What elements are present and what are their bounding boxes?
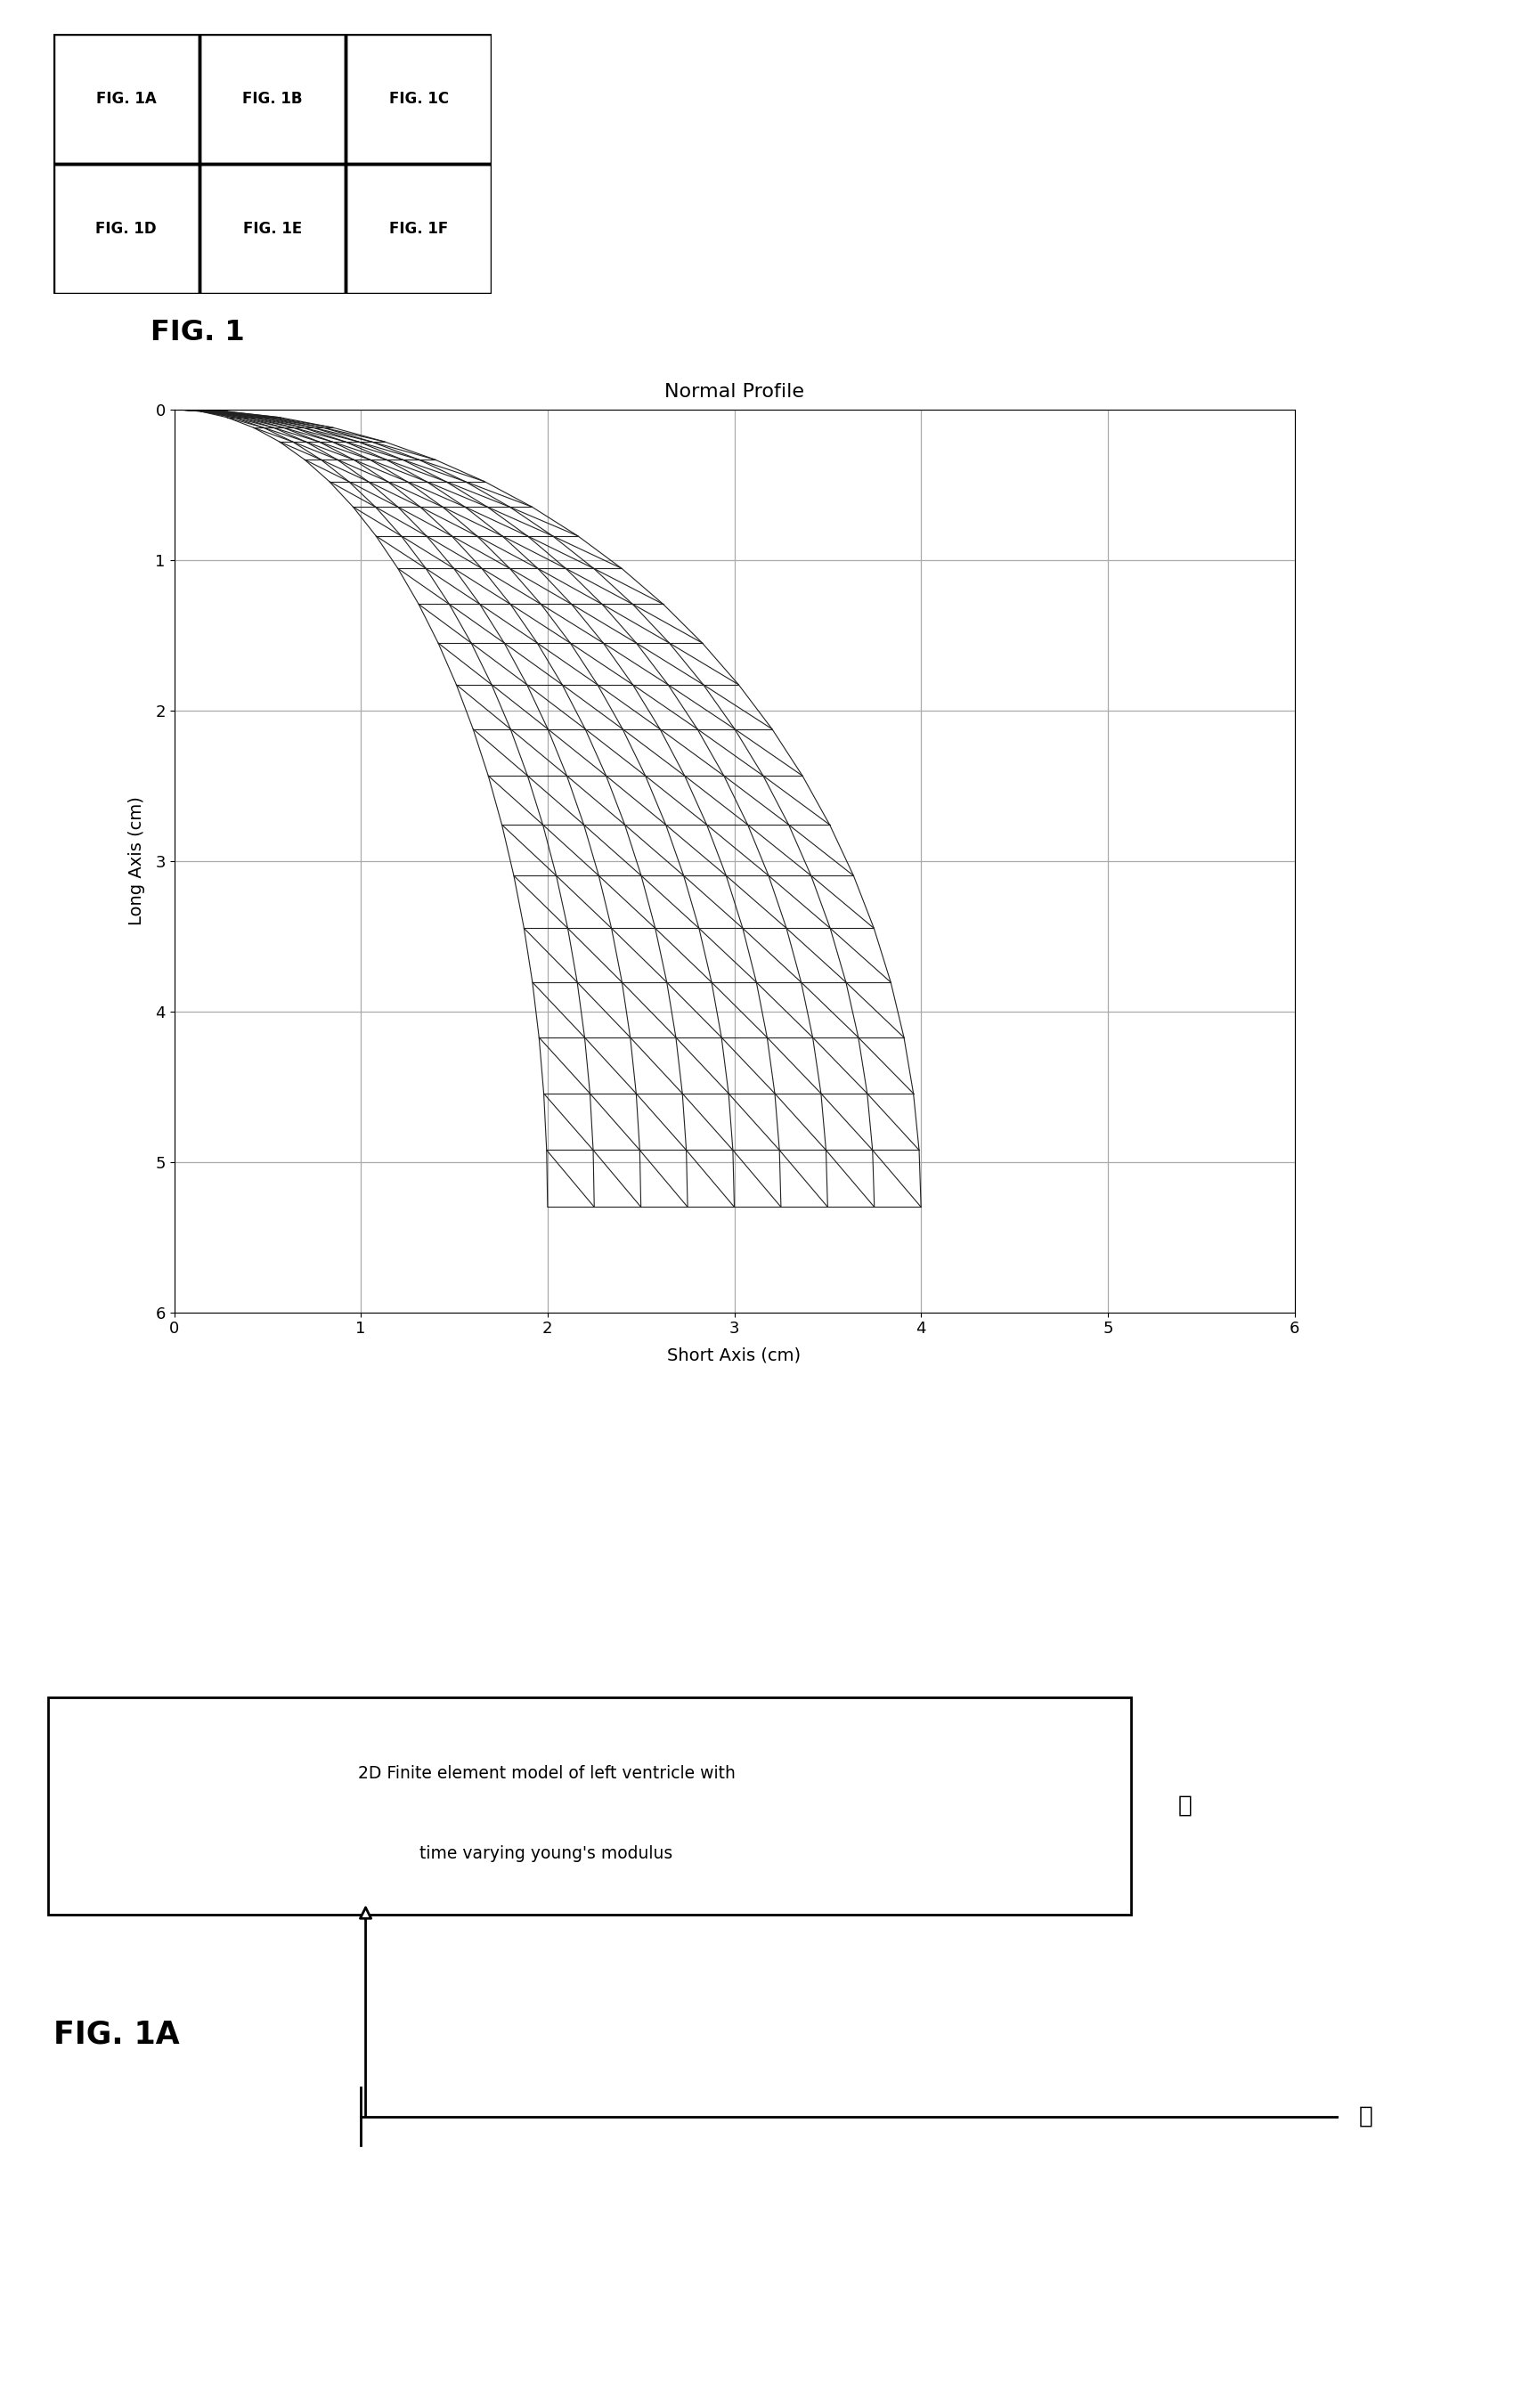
Bar bbox=[200, 34, 345, 164]
Text: FIG. 1B: FIG. 1B bbox=[242, 92, 303, 106]
Text: FIG. 1: FIG. 1 bbox=[151, 318, 245, 347]
Bar bbox=[345, 164, 492, 294]
Text: time varying young's modulus: time varying young's modulus bbox=[419, 1845, 674, 1861]
FancyBboxPatch shape bbox=[48, 1698, 1131, 1914]
Text: FIG. 1F: FIG. 1F bbox=[389, 222, 448, 236]
Text: FIG. 1A: FIG. 1A bbox=[95, 92, 156, 106]
Text: FIG. 1D: FIG. 1D bbox=[95, 222, 157, 236]
Bar bbox=[200, 164, 345, 294]
Title: Normal Profile: Normal Profile bbox=[665, 383, 804, 400]
Text: FIG. 1E: FIG. 1E bbox=[244, 222, 301, 236]
Bar bbox=[345, 34, 492, 164]
Bar bbox=[53, 164, 200, 294]
Text: FIG. 1C: FIG. 1C bbox=[389, 92, 448, 106]
Text: Ⓐ: Ⓐ bbox=[1178, 1794, 1192, 1818]
Text: 2D Finite element model of left ventricle with: 2D Finite element model of left ventricl… bbox=[357, 1765, 736, 1782]
X-axis label: Short Axis (cm): Short Axis (cm) bbox=[668, 1346, 801, 1363]
Text: FIG. 1A: FIG. 1A bbox=[53, 2020, 179, 2049]
Bar bbox=[53, 34, 200, 164]
Y-axis label: Long Axis (cm): Long Axis (cm) bbox=[129, 797, 145, 925]
Text: Ⓑ: Ⓑ bbox=[1358, 2105, 1373, 2129]
